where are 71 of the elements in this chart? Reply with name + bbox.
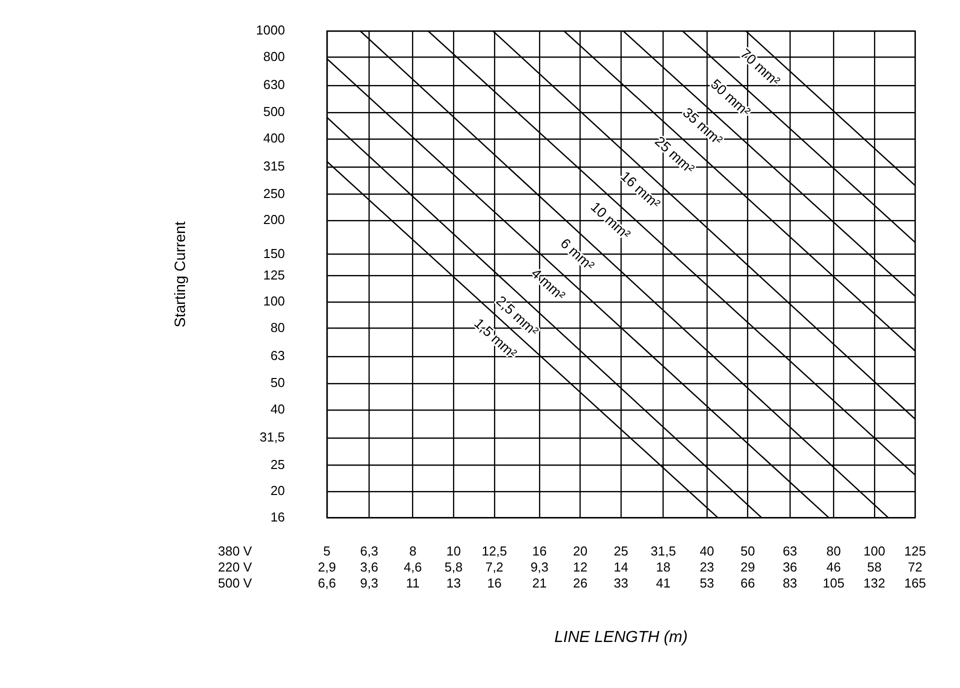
text: 33 [614, 575, 628, 590]
text: 2,9 [318, 559, 336, 574]
text: 105 [822, 575, 844, 590]
text: 9,3 [360, 575, 378, 590]
text: 26 [573, 575, 588, 590]
text: 132 [864, 575, 886, 590]
text: 4,6 [404, 559, 422, 574]
x-tick-label: 31,5 [650, 543, 676, 558]
x-tick-label: 80 [826, 543, 841, 558]
text: 21 [532, 575, 547, 590]
x-tick-label: 5 [323, 543, 331, 558]
text: 7,2 [485, 559, 504, 574]
text: 11 [406, 575, 420, 590]
x-tick-label: 63 [782, 543, 798, 558]
y-tick-label: 100 [263, 294, 285, 309]
x-tick-label: 10 [446, 543, 461, 558]
text: 9,3 [530, 559, 549, 574]
text: 3,6 [360, 559, 378, 574]
text: 23 [700, 559, 714, 574]
text: 18 [656, 559, 671, 574]
y-tick-label: 31,5 [260, 430, 285, 445]
text: 72 [908, 559, 922, 574]
x-tick-label: 6,3 [360, 543, 378, 558]
x-tick-label: 16 [532, 543, 547, 558]
text: 380 V [218, 543, 252, 558]
x-tick-label: 100 [864, 543, 886, 558]
x-tick-label: 125 [904, 543, 926, 558]
y-tick-label: 200 [263, 212, 285, 228]
text: 500 V [218, 575, 252, 590]
y-tick-label: 1000 [256, 22, 285, 38]
x-tick-label: 20 [573, 543, 588, 558]
x-tick-label: 8 [409, 543, 416, 558]
text: 53 [700, 575, 714, 590]
y-tick-label: 40 [270, 402, 285, 417]
y-tick-label: 315 [263, 158, 285, 174]
text: 6,6 [318, 575, 336, 590]
text: 66 [740, 575, 755, 590]
text: 46 [826, 559, 841, 574]
text: 12 [573, 559, 588, 574]
y-tick-label: 25 [270, 456, 285, 472]
text: 41 [656, 575, 671, 590]
x-tick-label: 40 [700, 543, 714, 558]
text: 165 [904, 575, 926, 590]
text: 83 [782, 575, 798, 590]
text: 6 mm² [558, 234, 598, 274]
y-tick-label: 400 [263, 130, 285, 146]
y-tick-label: 150 [263, 246, 285, 261]
text: 13 [446, 575, 461, 590]
text: 14 [614, 559, 628, 574]
y-tick-label: 125 [263, 267, 285, 282]
x-tick-label: 12,5 [482, 543, 508, 558]
text: 5,8 [444, 559, 463, 574]
x-axis-title: LINE LENGTH (m) [554, 628, 688, 646]
text: 58 [867, 559, 882, 574]
text: 16 [487, 575, 502, 590]
y-tick-label: 50 [270, 375, 285, 390]
y-tick-label: 500 [263, 104, 285, 120]
y-axis-title: Starting Current [172, 220, 190, 328]
text: 36 [782, 559, 798, 574]
y-tick-label: 80 [270, 320, 285, 335]
y-tick-label: 20 [270, 483, 285, 498]
y-tick-label: 63 [270, 348, 285, 364]
text: 220 V [218, 559, 252, 574]
y-tick-label: 250 [263, 186, 285, 201]
x-tick-label: 25 [614, 543, 628, 558]
text: 29 [740, 559, 755, 574]
y-tick-label: 630 [263, 76, 285, 92]
y-tick-label: 800 [263, 48, 285, 64]
y-tick-label: 16 [270, 509, 285, 524]
text: 50 mm² [708, 76, 754, 120]
x-tick-label: 50 [740, 543, 755, 558]
